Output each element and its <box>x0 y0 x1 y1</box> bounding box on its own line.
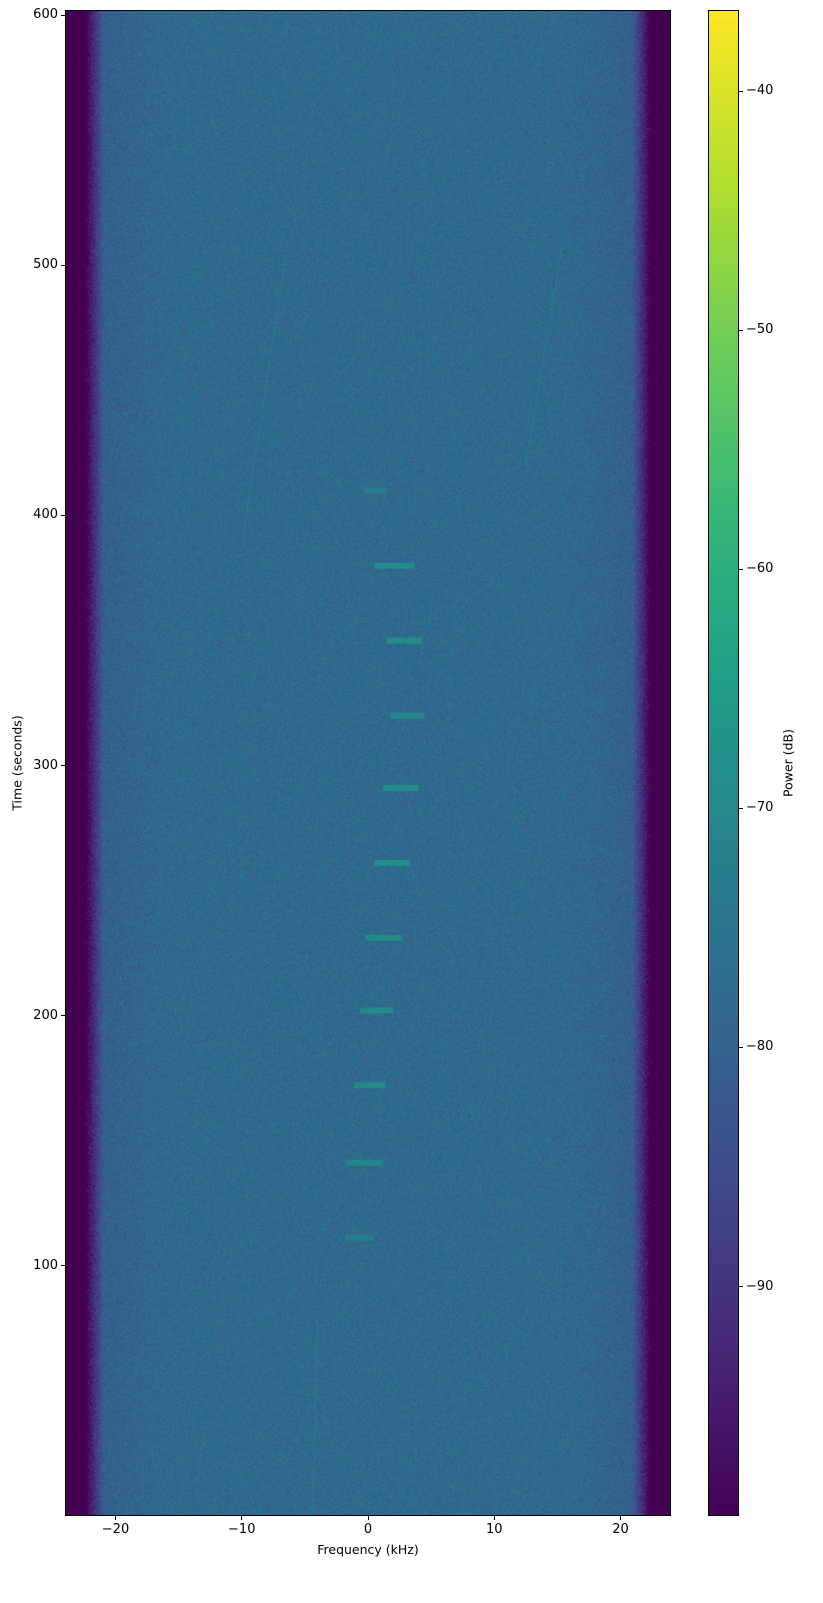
colorbar-tick-mark <box>739 90 743 92</box>
burst-8 <box>354 1082 386 1089</box>
burst-6 <box>365 934 402 941</box>
burst-2 <box>386 637 423 644</box>
y-tick-label: 100 <box>33 1257 58 1273</box>
x-tick-mark <box>115 1516 116 1520</box>
burst-overlay <box>241 240 564 1515</box>
y-tick-label: 300 <box>33 757 58 773</box>
y-tick-label: 600 <box>33 7 58 22</box>
colorbar-tick-label: −60 <box>746 561 774 577</box>
x-tick-mark <box>367 1516 369 1520</box>
colorbar-tick-label: −70 <box>746 800 774 816</box>
colorbar <box>708 10 739 1516</box>
x-tick-mark <box>620 1516 621 1520</box>
burst-9 <box>345 1159 384 1166</box>
y-tick-mark <box>61 14 65 16</box>
x-tick-label: −20 <box>101 1522 130 1537</box>
y-axis-label: Time (seconds) <box>9 715 25 811</box>
colorbar-tick-mark <box>739 568 743 570</box>
colorbar-tick-label: −40 <box>746 83 774 99</box>
x-tick-label: 20 <box>612 1522 629 1537</box>
tone-line-0 <box>312 1315 319 1515</box>
colorbar-tick-mark <box>739 1046 743 1048</box>
colorbar-tick-mark <box>739 329 743 331</box>
y-tick-mark <box>61 1265 65 1267</box>
burst-0 <box>364 487 387 494</box>
burst-1 <box>374 562 415 569</box>
colorbar-tick-mark <box>739 807 743 809</box>
x-tick-label: −10 <box>228 1522 256 1537</box>
tone-line-1 <box>241 253 287 541</box>
burst-10 <box>345 1234 375 1241</box>
y-tick-label: 200 <box>33 1007 58 1023</box>
y-tick-mark <box>61 1015 65 1017</box>
x-tick-label: 10 <box>485 1522 503 1537</box>
colorbar-tick-label: −90 <box>746 1278 774 1294</box>
tone-line-2 <box>524 240 564 466</box>
y-tick-mark <box>61 514 65 516</box>
burst-3 <box>390 712 425 719</box>
y-tick-mark <box>61 765 65 766</box>
y-tick-label: 500 <box>33 257 58 273</box>
x-tick-mark <box>493 1516 495 1520</box>
x-tick-mark <box>241 1516 243 1520</box>
colorbar-tick-label: −50 <box>746 322 774 338</box>
y-tick-label: 400 <box>33 507 58 523</box>
spectrogram-plot-area <box>65 10 671 1516</box>
colorbar-tick-label: −80 <box>746 1039 774 1055</box>
colorbar-tick-mark <box>739 1286 743 1287</box>
y-tick-mark <box>61 264 65 266</box>
x-axis-label: Frequency (kHz) <box>317 1542 419 1557</box>
burst-5 <box>374 859 410 866</box>
colorbar-label: Power (dB) <box>780 728 796 798</box>
x-tick-label: 0 <box>363 1522 373 1537</box>
burst-7 <box>360 1007 394 1014</box>
spectrogram-image <box>66 11 670 1515</box>
colorbar-gradient <box>709 11 738 1515</box>
burst-4 <box>383 784 419 791</box>
